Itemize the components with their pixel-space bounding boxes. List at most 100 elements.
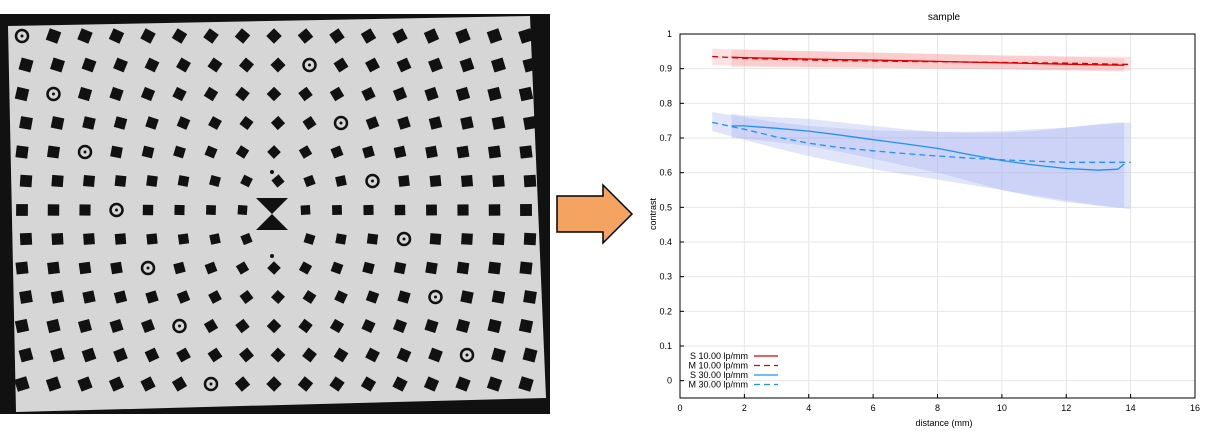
- photo-square-marker: [366, 233, 379, 245]
- photo-square-marker: [492, 232, 505, 246]
- photo-square-marker: [397, 290, 411, 304]
- photo-square-marker: [82, 116, 96, 130]
- chart-grid: [679, 33, 1196, 398]
- photo-square-marker: [329, 318, 345, 334]
- photo-square-marker: [491, 347, 506, 363]
- photo-square-marker: [300, 205, 311, 215]
- photo-square-marker: [77, 376, 93, 392]
- photo-square-marker: [362, 261, 375, 275]
- photo-circle-dot: [371, 179, 374, 183]
- y-tick-label: 1: [667, 29, 672, 39]
- photo-square-marker: [425, 261, 438, 275]
- photo-square-marker: [235, 261, 250, 275]
- photo-square-marker: [362, 145, 375, 159]
- photo-square-marker: [18, 57, 34, 73]
- photo-circle-dot: [434, 295, 437, 299]
- photo-circle-marker: [46, 86, 61, 102]
- photo-square-marker: [518, 318, 534, 334]
- photo-square-marker: [114, 175, 127, 187]
- photo-circle-dot: [20, 34, 24, 38]
- photo-square-marker: [173, 261, 186, 275]
- x-tick-label: 2: [742, 403, 747, 413]
- photo-circle-marker: [428, 289, 443, 305]
- photo-square-marker: [51, 174, 64, 188]
- photo-square-marker: [392, 28, 408, 44]
- series-band-3: [731, 113, 1125, 208]
- photo-square-marker: [78, 261, 92, 275]
- photo-square-marker: [234, 376, 251, 392]
- photo-square-marker: [487, 86, 502, 102]
- photo-square-marker: [519, 261, 533, 275]
- y-tick-label: 0.8: [659, 98, 672, 108]
- photo-square-marker: [491, 57, 506, 73]
- photo-square-marker: [176, 57, 191, 73]
- photo-square-marker: [455, 86, 471, 102]
- x-tick-label: 8: [935, 403, 940, 413]
- photo-square-marker: [113, 57, 128, 73]
- photo-circle-marker: [172, 318, 187, 334]
- photo-square-marker: [113, 347, 128, 363]
- photo-square-marker: [297, 28, 314, 44]
- photo-square-marker: [455, 28, 471, 44]
- photo-circle-dot: [52, 92, 55, 96]
- chart-lines: [712, 55, 1131, 171]
- photo-square-marker: [491, 116, 506, 130]
- photo-square-marker: [146, 233, 158, 245]
- photo-square-marker: [457, 204, 469, 216]
- photo-square-marker: [140, 86, 156, 102]
- photo-square-marker: [523, 290, 537, 304]
- y-tick-label: 0: [667, 376, 672, 386]
- photo-square-marker: [429, 175, 442, 187]
- photo-circle-marker: [459, 347, 475, 363]
- photo-square-marker: [459, 57, 475, 73]
- photo-center-dot: [270, 170, 274, 174]
- x-axis-label: distance (mm): [915, 418, 972, 428]
- arrow-right-icon: [556, 183, 634, 245]
- photo-square-marker: [14, 318, 30, 334]
- photo-square-marker: [172, 86, 187, 102]
- photo-square-marker: [302, 290, 317, 304]
- photo-circle-dot: [339, 121, 343, 125]
- photo-square-marker: [392, 376, 408, 392]
- photo-square-marker: [79, 204, 91, 216]
- photo-square-marker: [518, 86, 534, 102]
- photo-square-marker: [396, 347, 412, 363]
- photo-square-marker: [329, 376, 345, 392]
- series-line-1: [731, 56, 1125, 66]
- x-tick-label: 0: [677, 403, 682, 413]
- photo-square-marker: [140, 28, 156, 44]
- photo-circle-dot: [178, 324, 181, 328]
- photo-circle-marker: [140, 260, 156, 276]
- photo-square-marker: [114, 233, 127, 245]
- photo-square-marker: [270, 289, 286, 305]
- photo-square-marker: [14, 376, 30, 392]
- photo-circle-dot: [83, 150, 87, 154]
- photo-square-marker: [108, 28, 125, 44]
- photo-square-marker: [171, 28, 188, 44]
- photo-square-marker: [109, 86, 124, 102]
- photo-circle-marker: [365, 173, 380, 189]
- photo-square-marker: [50, 290, 65, 304]
- y-tick-label: 0.3: [659, 272, 672, 282]
- photo-square-marker: [486, 376, 503, 392]
- photo-square-marker: [177, 233, 190, 245]
- photo-square-marker: [456, 145, 470, 159]
- series-band-1: [731, 49, 1125, 72]
- photo-circle-marker: [203, 376, 219, 392]
- photo-square-marker: [207, 57, 223, 73]
- photo-circle-marker: [77, 144, 93, 160]
- photo-square-marker: [330, 261, 344, 275]
- photo-square-marker: [397, 116, 411, 130]
- photo-square-marker: [176, 116, 191, 130]
- photo-square-marker: [365, 116, 380, 130]
- photo-square-marker: [428, 116, 443, 130]
- photo-square-marker: [270, 115, 286, 131]
- photo-square-marker: [392, 86, 408, 102]
- photo-circle-dot: [308, 63, 311, 67]
- photo-square-marker: [234, 28, 251, 44]
- photo-square-marker: [428, 347, 443, 363]
- y-tick-label: 0.1: [659, 341, 672, 351]
- hourglass-bottom: [256, 214, 288, 230]
- photo-square-marker: [81, 347, 97, 363]
